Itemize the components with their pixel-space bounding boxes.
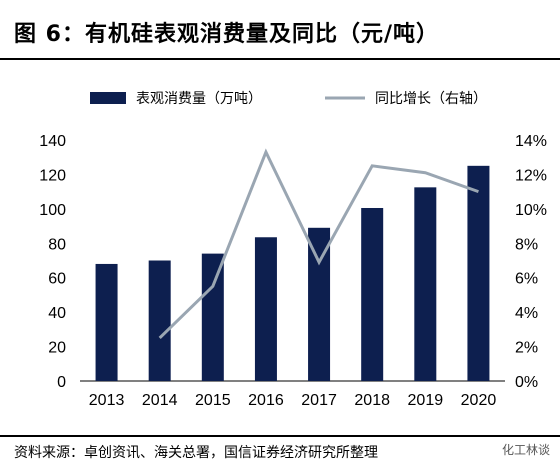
x-tick-label: 2013	[89, 392, 125, 409]
legend: 表观消费量（万吨） 同比增长（右轴）	[90, 90, 487, 106]
legend-line-label: 同比增长（右轴）	[375, 90, 487, 106]
y-left-tick-label: 80	[48, 236, 66, 253]
axes: 0 20 40 60 80 100 120 140 0% 2% 4% 6% 8% 10% 12% 14% 201…	[39, 133, 547, 409]
bar	[467, 165, 490, 381]
y-right-tick-label: 10%	[515, 202, 547, 219]
y-right-tick-label: 6%	[515, 271, 538, 288]
bar	[414, 187, 437, 381]
y-right-tick-label: 12%	[515, 167, 547, 184]
y-right-tick-label: 4%	[515, 305, 538, 322]
bar-series	[95, 165, 490, 381]
y-left-tick-label: 20	[48, 340, 66, 357]
x-tick-label: 2016	[248, 392, 284, 409]
y-right-tick-label: 2%	[515, 340, 538, 357]
y-left-tick-label: 100	[39, 202, 66, 219]
y-right-tick-label: 8%	[515, 236, 538, 253]
bar	[148, 260, 171, 381]
x-tick-label: 2019	[408, 392, 444, 409]
x-tick-label: 2017	[301, 392, 337, 409]
bar	[361, 207, 384, 381]
bar	[95, 263, 118, 381]
footer-divider	[0, 435, 560, 437]
title-divider	[0, 58, 560, 60]
chart: 表观消费量（万吨） 同比增长（右轴） 0 20 40 60 80 100 120 140 0% 2%…	[39, 90, 547, 409]
line-series	[158, 148, 479, 340]
bar	[254, 237, 277, 381]
x-tick-label: 2015	[195, 392, 231, 409]
x-tick-label: 2014	[142, 392, 178, 409]
watermark: 化工林谈	[497, 440, 554, 459]
y-left-tick-label: 140	[39, 133, 66, 150]
y-right-tick-label: 0%	[515, 374, 538, 391]
title-bar: 图 6：有机硅表观消费量及同比（元/吨）	[0, 0, 560, 62]
y-right-tick-label: 14%	[515, 133, 547, 150]
y-left-tick-label: 40	[48, 305, 66, 322]
y-left-tick-label: 60	[48, 271, 66, 288]
bar	[201, 253, 224, 381]
source-note: 资料来源：卓创资讯、海关总署，国信证券经济研究所整理	[14, 445, 378, 461]
legend-bar-swatch	[90, 92, 126, 104]
x-tick-label: 2020	[461, 392, 497, 409]
y-left-tick-label: 0	[57, 374, 66, 391]
y-left-tick-label: 120	[39, 167, 66, 184]
chart-title: 图 6：有机硅表观消费量及同比（元/吨）	[14, 22, 440, 47]
bar	[308, 227, 331, 381]
x-tick-label: 2018	[354, 392, 390, 409]
legend-bar-label: 表观消费量（万吨）	[136, 90, 262, 106]
